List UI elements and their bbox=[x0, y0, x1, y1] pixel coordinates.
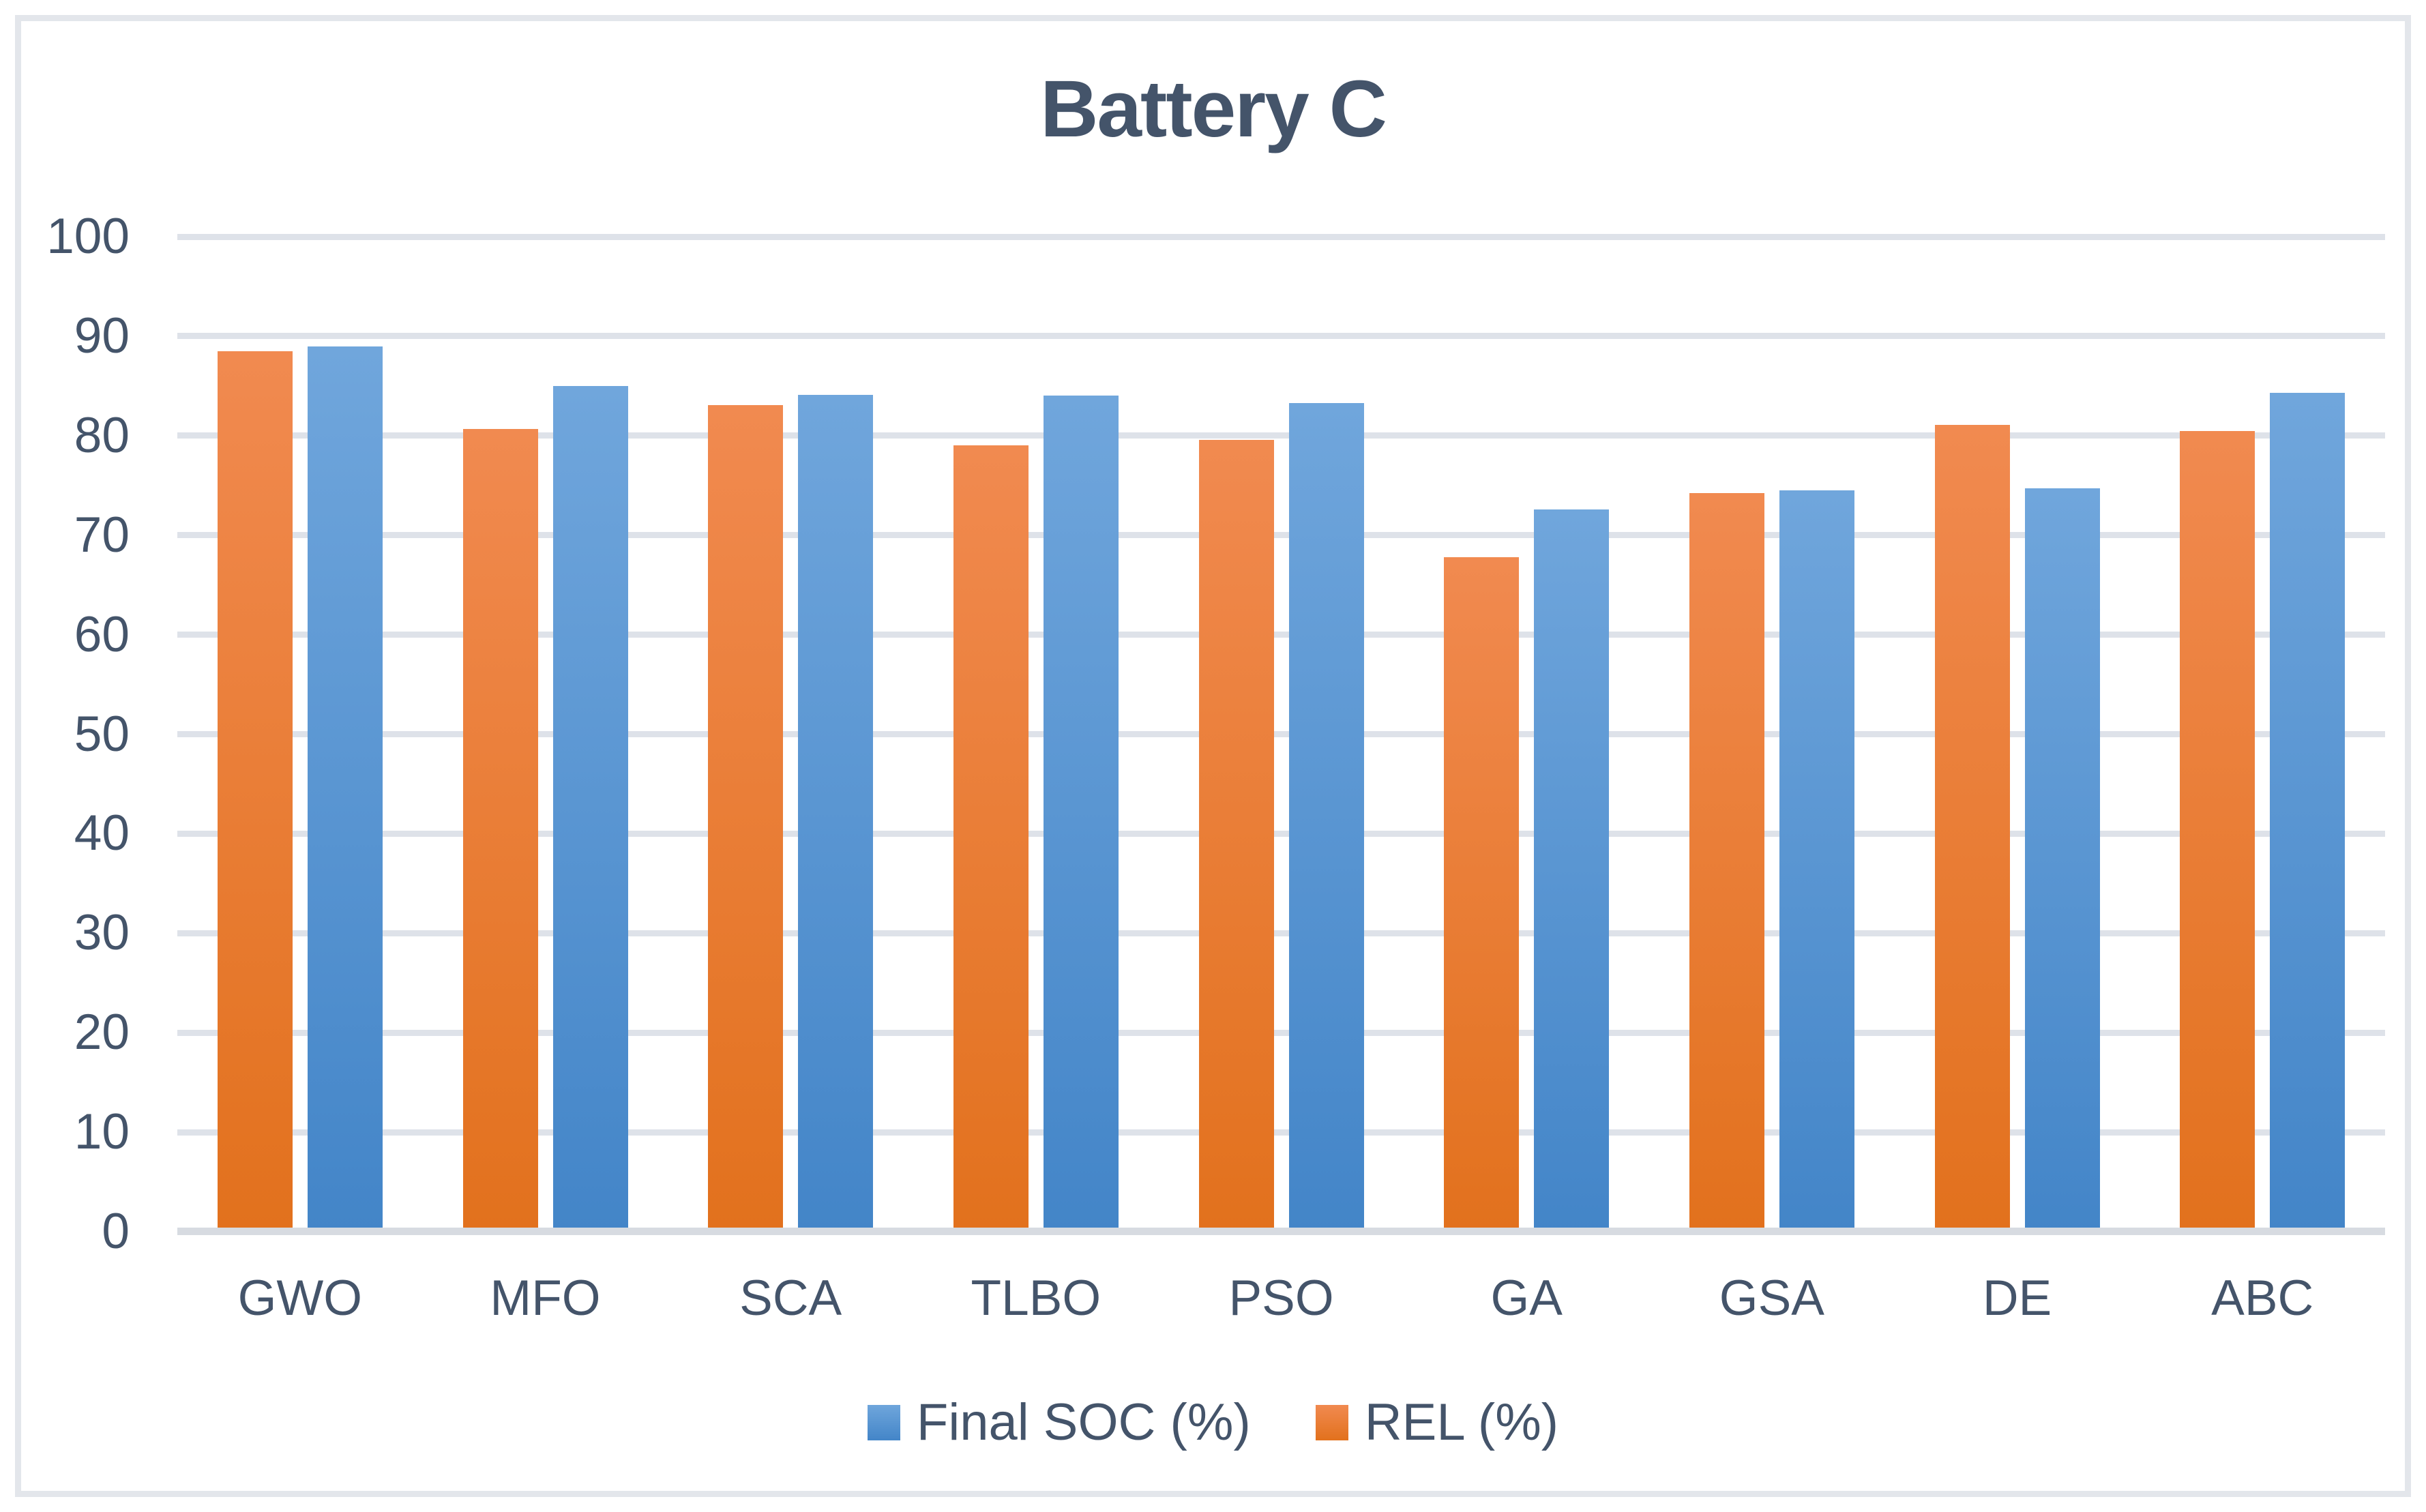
x-category-label-gsa: GSA bbox=[1719, 1271, 1824, 1326]
bar-gwo-soc bbox=[307, 346, 383, 1232]
legend-swatch-icon bbox=[867, 1404, 900, 1440]
bar-group-gwo bbox=[177, 237, 423, 1232]
bar-tlbo-rel bbox=[953, 445, 1029, 1232]
bar-mfo-soc bbox=[552, 385, 628, 1232]
x-category-label-tlbo: TLBO bbox=[971, 1271, 1101, 1326]
y-tick-label-80: 80 bbox=[74, 407, 130, 463]
y-tick-label-50: 50 bbox=[74, 706, 130, 762]
x-category-label-mfo: MFO bbox=[490, 1271, 601, 1326]
y-gridline-90 bbox=[177, 333, 2385, 340]
bar-pso-soc bbox=[1288, 402, 1364, 1232]
bar-ga-rel bbox=[1444, 557, 1520, 1232]
y-tick-label-60: 60 bbox=[74, 606, 130, 662]
y-gridline-10 bbox=[177, 1129, 2385, 1136]
bar-abc-soc bbox=[2270, 393, 2346, 1232]
x-category-label-ga: GA bbox=[1490, 1271, 1563, 1326]
y-tick-label-10: 10 bbox=[74, 1104, 130, 1160]
y-tick-label-30: 30 bbox=[74, 905, 130, 961]
legend-item-final-soc: Final SOC (%) bbox=[867, 1393, 1251, 1452]
legend-swatch-icon bbox=[1315, 1404, 1348, 1440]
y-tick-label-90: 90 bbox=[74, 308, 130, 364]
y-gridline-40 bbox=[177, 830, 2385, 837]
legend-label: REL (%) bbox=[1364, 1393, 1559, 1451]
bar-abc-rel bbox=[2180, 430, 2255, 1232]
bar-group-pso bbox=[1159, 237, 1404, 1232]
y-axis: 0 10 20 30 40 50 60 70 80 90 100 bbox=[0, 209, 130, 1259]
bar-gsa-rel bbox=[1689, 493, 1764, 1232]
bar-sca-rel bbox=[708, 404, 784, 1232]
bar-group-mfo bbox=[423, 237, 668, 1232]
legend-label: Final SOC (%) bbox=[916, 1393, 1251, 1451]
legend-item-rel: REL (%) bbox=[1315, 1393, 1559, 1452]
chart-title: Battery C bbox=[1040, 64, 1387, 154]
y-tick-label-0: 0 bbox=[102, 1204, 130, 1259]
bar-tlbo-soc bbox=[1043, 396, 1119, 1232]
y-gridline-50 bbox=[177, 731, 2385, 737]
bar-group-de bbox=[1895, 237, 2140, 1232]
bar-group-ga bbox=[1404, 237, 1649, 1232]
bar-gsa-soc bbox=[1779, 490, 1854, 1232]
chart-border-frame bbox=[15, 15, 2411, 1497]
y-tick-label-100: 100 bbox=[46, 209, 130, 264]
x-category-label-sca: SCA bbox=[739, 1271, 842, 1326]
y-tick-label-70: 70 bbox=[74, 507, 130, 563]
bar-group-sca bbox=[668, 237, 913, 1232]
y-gridline-100 bbox=[177, 233, 2385, 240]
bar-mfo-rel bbox=[462, 428, 538, 1232]
bar-sca-soc bbox=[798, 394, 874, 1232]
bar-pso-rel bbox=[1198, 439, 1274, 1232]
y-gridline-80 bbox=[177, 432, 2385, 439]
x-category-label-pso: PSO bbox=[1228, 1271, 1334, 1326]
bar-group-gsa bbox=[1649, 237, 1895, 1232]
plot-area bbox=[177, 233, 2385, 1235]
y-tick-label-20: 20 bbox=[74, 1005, 130, 1061]
x-category-label-gwo: GWO bbox=[237, 1271, 363, 1326]
y-gridline-70 bbox=[177, 532, 2385, 539]
legend: Final SOC (%) REL (%) bbox=[0, 1393, 2426, 1452]
bar-gwo-rel bbox=[217, 351, 293, 1232]
x-category-label-abc: ABC bbox=[2211, 1271, 2314, 1326]
bar-groups bbox=[177, 237, 2385, 1232]
y-gridline-20 bbox=[177, 1029, 2385, 1036]
bar-de-soc bbox=[2024, 488, 2100, 1232]
y-tick-label-40: 40 bbox=[74, 805, 130, 861]
y-gridline-30 bbox=[177, 930, 2385, 936]
bar-ga-soc bbox=[1534, 509, 1610, 1232]
bar-group-abc bbox=[2140, 237, 2385, 1232]
bar-group-tlbo bbox=[913, 237, 1159, 1232]
bar-de-rel bbox=[1934, 424, 2010, 1232]
y-gridline-60 bbox=[177, 632, 2385, 638]
x-axis-line bbox=[177, 1228, 2385, 1235]
x-category-label-de: DE bbox=[1982, 1271, 2052, 1326]
x-axis-labels: GWO MFO SCA TLBO PSO GA GSA DE ABC bbox=[177, 1270, 2385, 1326]
